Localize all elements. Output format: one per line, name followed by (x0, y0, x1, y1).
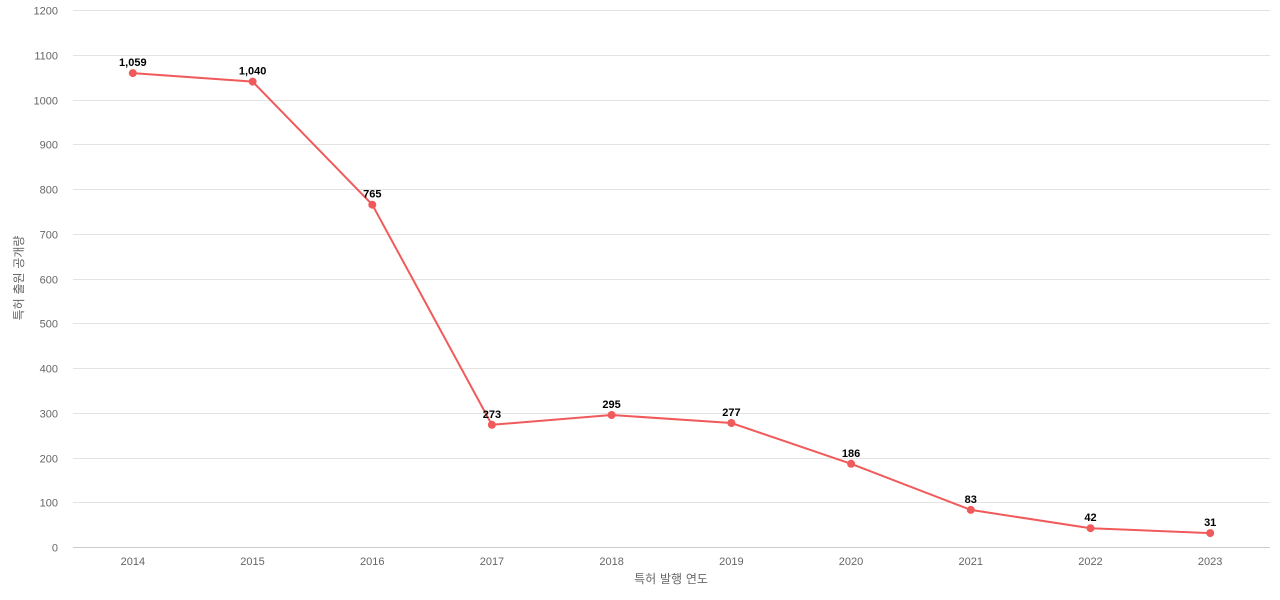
x-tick-label-2017: 2017 (480, 556, 504, 568)
y-tick-label-1100: 1100 (34, 51, 58, 63)
y-tick-label-200: 200 (40, 454, 58, 466)
data-point-2020 (847, 459, 856, 468)
data-label-2021: 83 (965, 494, 977, 506)
y-tick-label-500: 500 (40, 319, 58, 331)
data-point-2022 (1086, 524, 1095, 533)
data-label-2020: 186 (842, 448, 860, 460)
x-tick-label-2016: 2016 (360, 556, 384, 568)
data-point-2014 (128, 69, 137, 78)
data-label-2019: 277 (722, 407, 740, 419)
y-tick-label-800: 800 (40, 185, 58, 197)
axis-layer: 0 100 200 300 400 500 600 700 800 900 1000 1100 1200… (34, 6, 1270, 568)
data-point-2018 (607, 411, 616, 419)
data-label-2017: 273 (483, 409, 501, 421)
y-tick-label-700: 700 (40, 230, 58, 242)
data-label-2023: 31 (1204, 517, 1216, 529)
y-tick-label-400: 400 (40, 364, 58, 376)
data-label-2015: 1,040 (239, 66, 267, 78)
data-point-2019 (727, 419, 736, 427)
y-tick-label-1200: 1200 (34, 6, 58, 18)
x-tick-label-2020: 2020 (839, 556, 863, 568)
data-point-2023 (1206, 529, 1215, 538)
y-tick-label-300: 300 (40, 409, 58, 421)
x-axis-title: 특허 발행 연도 (634, 571, 708, 586)
data-label-2018: 295 (602, 399, 620, 411)
data-label-2016: 765 (363, 189, 381, 201)
x-tick-label-2014: 2014 (121, 556, 145, 568)
x-tick-label-2015: 2015 (240, 556, 264, 568)
data-label-layer: 1,059 1,040 765 273 295 277 186 83 42 31 (119, 57, 1216, 529)
data-point-2015 (248, 77, 257, 86)
y-axis-title: 특허 출원 공개량 (12, 236, 26, 321)
y-tick-label-600: 600 (40, 275, 58, 287)
data-label-2014: 1,059 (119, 57, 147, 69)
x-tick-label-2021: 2021 (959, 556, 983, 568)
data-label-2022: 42 (1084, 512, 1096, 524)
grid-layer (73, 10, 1270, 503)
y-tick-label-1000: 1000 (34, 96, 58, 108)
y-tick-label-900: 900 (40, 140, 58, 152)
data-point-2017 (487, 420, 496, 429)
series-layer (128, 69, 1215, 538)
x-tick-label-2019: 2019 (719, 556, 743, 568)
x-tick-label-2023: 2023 (1198, 556, 1222, 568)
y-tick-label-0: 0 (52, 543, 58, 555)
series-line-0 (132, 72, 1211, 535)
data-point-2016 (368, 200, 377, 209)
x-tick-label-2022: 2022 (1078, 556, 1102, 568)
x-tick-label-2018: 2018 (599, 556, 623, 568)
data-point-2021 (966, 505, 975, 514)
y-tick-label-100: 100 (40, 498, 58, 510)
